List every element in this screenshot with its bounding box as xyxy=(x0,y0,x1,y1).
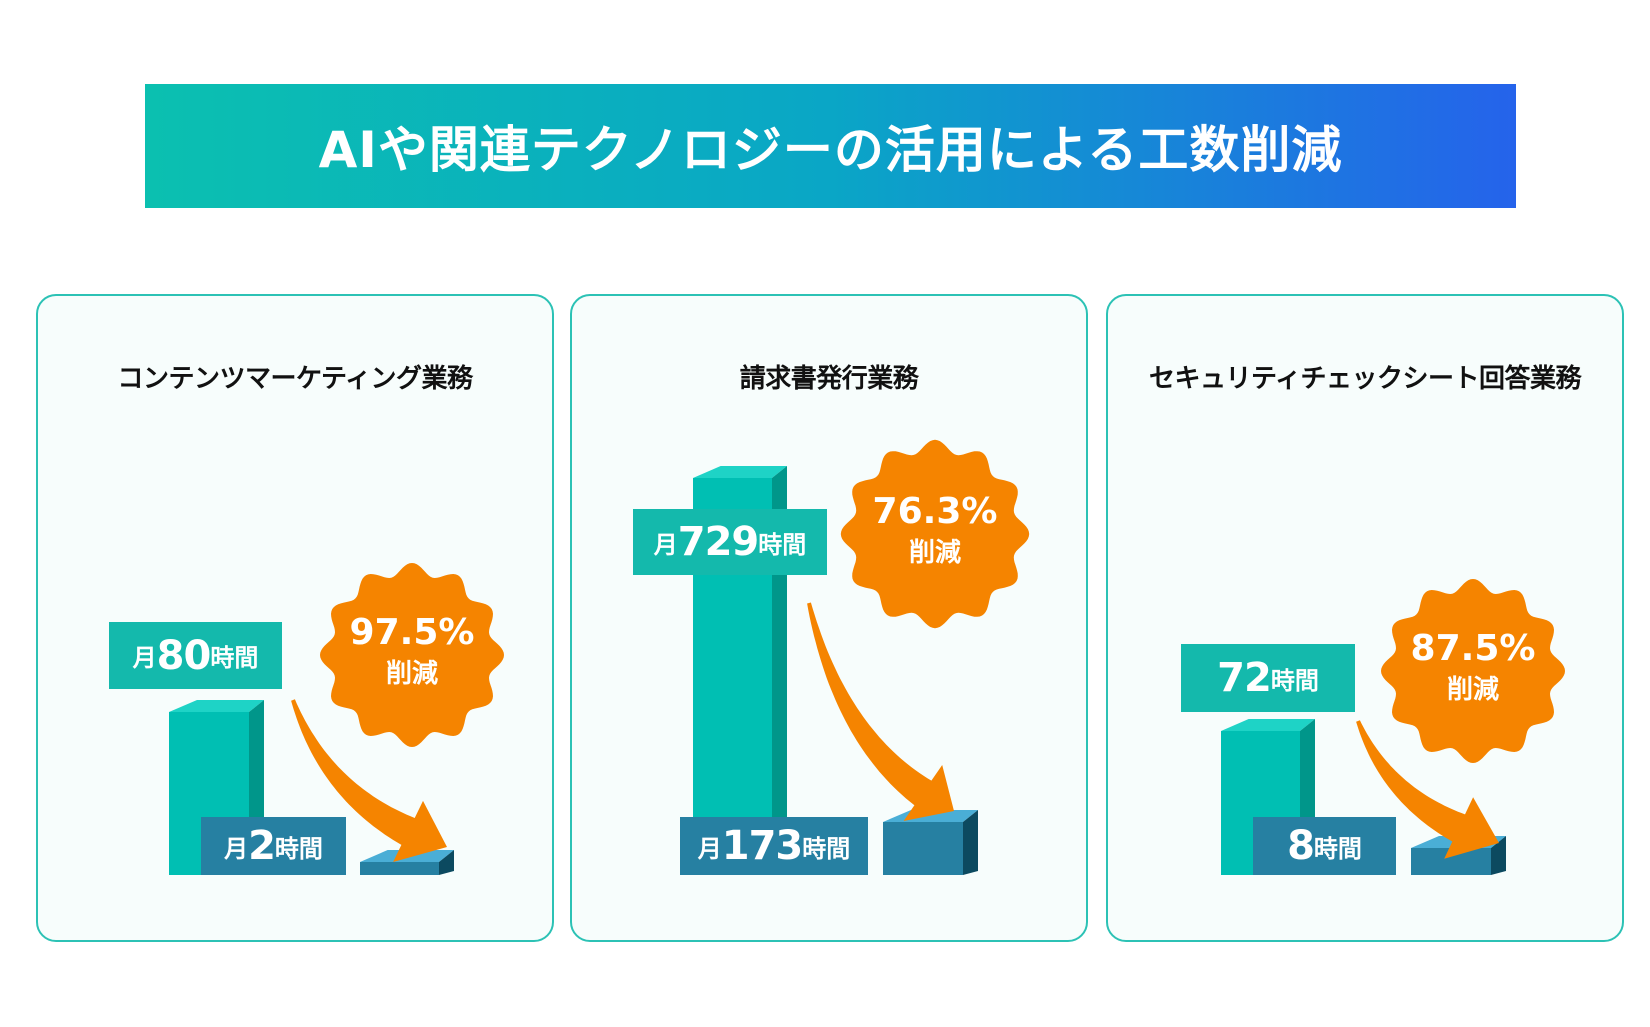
after-bar-side xyxy=(439,850,454,875)
card-title: セキュリティチェックシート回答業務 xyxy=(1149,364,1581,394)
after-bar-side xyxy=(1491,836,1506,875)
after-value-label: 月 173 時間 xyxy=(680,817,868,875)
reduction-percent: 87.5% xyxy=(1410,628,1536,669)
reduction-badge xyxy=(840,439,1030,629)
label-value: 729 xyxy=(677,519,759,565)
title-banner: AIや関連テクノロジーの活用による工数削減 xyxy=(145,84,1516,208)
after-value-label: 8 時間 xyxy=(1253,817,1396,875)
before-value-label: 月 729 時間 xyxy=(633,509,827,575)
card-chart xyxy=(169,563,504,875)
label-unit: 時間 xyxy=(758,530,807,559)
label-value: 173 xyxy=(721,823,803,869)
after-bar-side xyxy=(963,810,978,875)
label-unit: 時間 xyxy=(802,834,851,863)
reduction-label: 削減 xyxy=(385,659,438,689)
reduction-text: 76.3% 削減 xyxy=(845,492,1025,570)
reduction-percent: 76.3% xyxy=(872,491,998,532)
label-value: 2 xyxy=(248,823,276,869)
label-value: 8 xyxy=(1287,823,1315,869)
label-prefix: 月 xyxy=(653,530,678,559)
page-title: AIや関連テクノロジーの活用による工数削減 xyxy=(318,121,1343,179)
after-bar xyxy=(883,810,978,875)
reduction-text: 97.5% 削減 xyxy=(322,613,502,691)
card-title: コンテンツマーケティング業務 xyxy=(117,364,473,394)
before-bar-top xyxy=(169,700,264,712)
reduction-badge xyxy=(1381,579,1565,763)
after-bar xyxy=(360,850,454,875)
before-value-label: 月 80 時間 xyxy=(109,622,282,689)
after-bar-front xyxy=(360,862,439,875)
after-bar-front xyxy=(883,822,963,875)
reduction-arrow xyxy=(291,699,447,862)
label-unit: 時間 xyxy=(274,834,323,863)
task-card: 請求書発行業務月 729 時間月 173 時間 76.3% 削減 xyxy=(570,294,1088,942)
label-unit: 時間 xyxy=(210,644,259,672)
before-value-label: 72 時間 xyxy=(1181,644,1355,712)
card-title: 請求書発行業務 xyxy=(739,364,919,394)
label-unit: 時間 xyxy=(1270,666,1319,695)
label-prefix: 月 xyxy=(224,834,249,863)
reduction-arrow xyxy=(807,602,954,821)
reduction-arrow xyxy=(1356,720,1499,859)
card-chart xyxy=(1221,579,1565,875)
reduction-badge xyxy=(320,563,504,747)
before-bar-top xyxy=(693,466,787,478)
task-card: セキュリティチェックシート回答業務 72 時間 8 時間 87.5% 削減 xyxy=(1106,294,1624,942)
task-card: コンテンツマーケティング業務月 80 時間月 2 時間 97.5% 削減 xyxy=(36,294,554,942)
after-value-label: 月 2 時間 xyxy=(201,817,346,875)
label-prefix: 月 xyxy=(132,644,157,672)
reduction-percent: 97.5% xyxy=(349,612,475,653)
label-prefix: 月 xyxy=(697,834,722,863)
reduction-text: 87.5% 削減 xyxy=(1383,629,1563,707)
label-unit: 時間 xyxy=(1313,834,1362,863)
reduction-label: 削減 xyxy=(908,538,961,568)
label-value: 80 xyxy=(156,632,212,679)
label-value: 72 xyxy=(1217,655,1272,701)
before-bar-top xyxy=(1221,719,1315,731)
reduction-label: 削減 xyxy=(1446,675,1499,705)
